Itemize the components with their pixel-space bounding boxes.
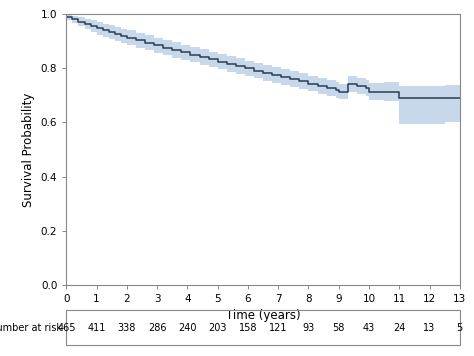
Text: 286: 286	[148, 323, 166, 333]
Text: Number at risk: Number at risk	[0, 323, 62, 333]
Text: 465: 465	[57, 323, 76, 333]
Text: 93: 93	[302, 323, 315, 333]
Text: 58: 58	[333, 323, 345, 333]
Text: 121: 121	[269, 323, 287, 333]
Text: 5: 5	[456, 323, 463, 333]
Text: 240: 240	[178, 323, 197, 333]
Text: 13: 13	[423, 323, 436, 333]
Text: 158: 158	[239, 323, 257, 333]
Y-axis label: Survival Probability: Survival Probability	[22, 92, 35, 207]
Text: 411: 411	[87, 323, 106, 333]
Bar	[66, 310, 460, 345]
Text: 338: 338	[118, 323, 136, 333]
Text: 203: 203	[209, 323, 227, 333]
Text: 43: 43	[363, 323, 375, 333]
X-axis label: Time (years): Time (years)	[226, 309, 301, 323]
Text: 24: 24	[393, 323, 405, 333]
